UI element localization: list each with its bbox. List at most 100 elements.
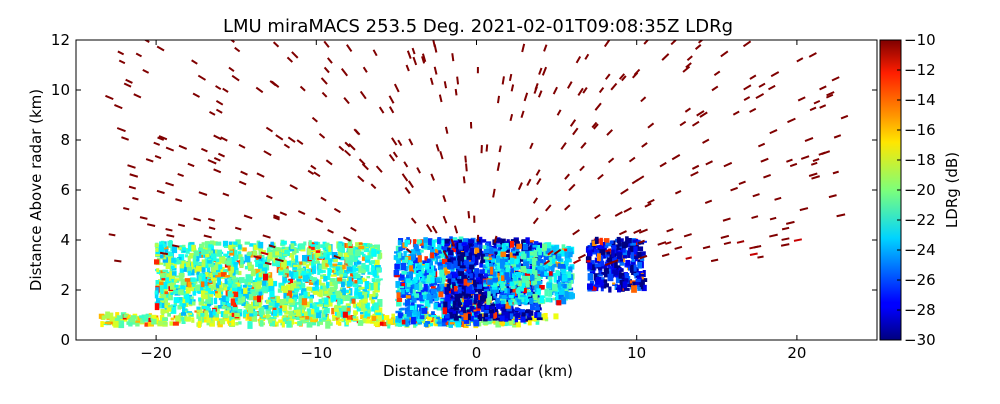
ldr-pixel bbox=[201, 305, 206, 310]
ldr-pixel bbox=[340, 287, 344, 290]
ldr-pixel bbox=[362, 298, 368, 304]
ldr-pixel bbox=[275, 259, 281, 266]
ldr-pixel bbox=[545, 297, 552, 303]
ldr-pixel bbox=[599, 279, 604, 286]
ldr-pixel bbox=[506, 322, 512, 326]
ldr-pixel bbox=[324, 307, 330, 314]
ldr-pixel bbox=[286, 56, 294, 63]
ldr-pixel bbox=[454, 320, 460, 323]
ldr-pixel bbox=[180, 312, 187, 316]
ldr-pixel bbox=[240, 170, 248, 176]
ldr-pixel bbox=[180, 278, 187, 286]
ldr-pixel bbox=[606, 129, 613, 136]
ldr-pixel bbox=[473, 319, 480, 327]
ldr-pixel bbox=[616, 252, 623, 260]
ldr-pixel bbox=[217, 287, 224, 292]
ldr-pixel bbox=[774, 196, 782, 201]
ldr-pixel bbox=[584, 53, 590, 60]
ldr-pixel bbox=[132, 313, 138, 317]
ldr-pixel bbox=[517, 278, 522, 282]
ldr-pixel bbox=[313, 171, 321, 178]
ldr-pixel bbox=[546, 265, 550, 272]
ldr-pixel bbox=[219, 256, 223, 263]
ldr-pixel bbox=[354, 129, 361, 136]
ldr-pixel bbox=[158, 298, 164, 301]
ldr-pixel bbox=[205, 251, 210, 258]
ldr-pixel bbox=[211, 253, 217, 262]
ldr-pixel bbox=[349, 288, 353, 296]
ldr-pixel bbox=[473, 257, 479, 266]
ldr-pixel bbox=[405, 319, 409, 327]
ldr-pixel bbox=[262, 259, 268, 262]
ldr-pixel bbox=[504, 242, 509, 248]
ldr-pixel bbox=[622, 254, 627, 259]
ldr-pixel bbox=[496, 255, 500, 263]
ldr-pixel bbox=[399, 278, 405, 281]
ldr-pixel bbox=[282, 274, 287, 277]
ldr-pixel bbox=[258, 246, 263, 251]
ldr-pixel bbox=[616, 265, 621, 268]
ldr-pixel bbox=[477, 315, 482, 319]
ldr-pixel bbox=[238, 180, 247, 186]
ldr-pixel bbox=[403, 292, 409, 296]
ldr-pixel bbox=[261, 267, 268, 274]
ldr-pixel bbox=[486, 320, 492, 325]
ldr-pixel bbox=[542, 259, 546, 266]
ldr-pixel bbox=[283, 315, 287, 318]
ldr-pixel bbox=[341, 305, 347, 312]
ldr-pixel bbox=[623, 287, 630, 291]
ldr-pixel bbox=[355, 273, 361, 279]
ldr-pixel bbox=[156, 189, 165, 195]
ldr-pixel bbox=[503, 258, 508, 263]
ldr-pixel bbox=[354, 253, 359, 261]
ldr-pixel bbox=[465, 163, 468, 172]
ldr-pixel bbox=[334, 281, 338, 289]
ldr-pixel bbox=[346, 44, 353, 53]
ldr-pixel bbox=[405, 64, 410, 72]
ldr-pixel bbox=[346, 320, 349, 325]
ldr-pixel bbox=[363, 291, 368, 299]
ldr-pixel bbox=[299, 243, 305, 250]
ldr-pixel bbox=[457, 269, 463, 276]
ldr-pixel bbox=[736, 240, 745, 244]
ldr-pixel bbox=[442, 307, 448, 315]
ldr-pixel bbox=[520, 273, 524, 276]
ldr-pixel bbox=[508, 240, 514, 248]
ldr-pixel bbox=[474, 268, 479, 274]
ldr-pixel bbox=[229, 317, 233, 324]
ldr-pixel bbox=[311, 308, 315, 315]
ldr-pixel bbox=[318, 264, 324, 270]
ldr-pixel bbox=[301, 309, 305, 314]
ldr-pixel bbox=[405, 247, 412, 254]
ldr-pixel bbox=[461, 242, 467, 246]
ldr-pixel bbox=[526, 311, 532, 319]
ldr-pixel bbox=[720, 234, 730, 239]
ldr-pixel bbox=[283, 291, 289, 299]
ldr-pixel bbox=[295, 255, 299, 263]
ldr-pixel bbox=[217, 249, 222, 257]
ldr-pixel bbox=[464, 299, 470, 307]
ldr-pixel bbox=[500, 238, 506, 243]
ldr-pixel bbox=[400, 273, 405, 281]
ldr-pixel bbox=[247, 261, 252, 268]
ldr-pixel bbox=[633, 246, 638, 254]
ldr-pixel bbox=[288, 278, 294, 284]
ldr-pixel bbox=[345, 289, 349, 293]
ldr-pixel bbox=[221, 295, 227, 302]
ldr-pixel bbox=[252, 282, 257, 287]
ldr-pixel bbox=[208, 245, 214, 252]
ldr-pixel bbox=[789, 162, 798, 168]
ldr-pixel bbox=[299, 85, 306, 92]
ldr-pixel bbox=[639, 273, 645, 277]
ldr-pixel bbox=[301, 298, 308, 306]
ldr-pixel bbox=[363, 316, 367, 319]
ldr-pixel bbox=[477, 273, 484, 280]
ldr-pixel bbox=[265, 194, 273, 200]
ldr-pixel bbox=[130, 315, 137, 318]
ldr-pixel bbox=[329, 278, 335, 287]
ldr-pixel bbox=[109, 316, 116, 324]
ldr-pixel bbox=[300, 268, 305, 274]
ldr-pixel bbox=[494, 269, 501, 272]
ldr-pixel bbox=[559, 288, 565, 296]
ldr-pixel bbox=[393, 270, 400, 277]
